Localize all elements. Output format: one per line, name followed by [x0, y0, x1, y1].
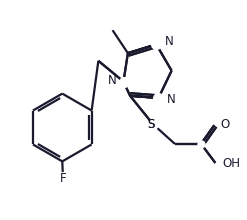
- Text: S: S: [147, 118, 155, 131]
- Text: N: N: [165, 35, 173, 48]
- Text: N: N: [108, 74, 117, 87]
- Text: O: O: [220, 118, 230, 131]
- Text: N: N: [167, 93, 176, 106]
- Text: F: F: [60, 172, 66, 185]
- Text: S: S: [147, 118, 155, 131]
- Text: OH: OH: [222, 157, 240, 170]
